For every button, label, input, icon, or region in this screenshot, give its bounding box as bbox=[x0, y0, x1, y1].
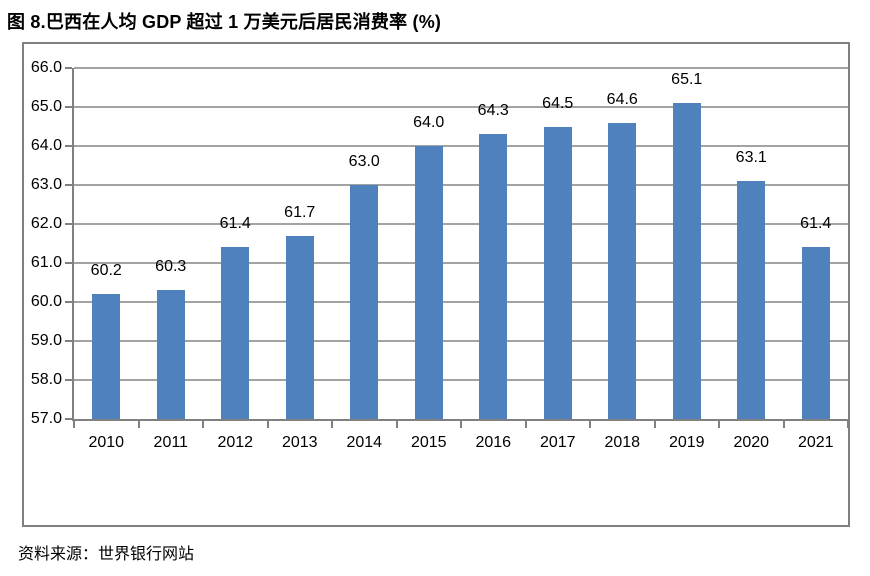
y-axis-tick bbox=[65, 67, 72, 69]
x-axis-tick-label: 2020 bbox=[733, 434, 770, 451]
y-axis-tick bbox=[65, 301, 72, 303]
y-axis-tick-label: 60.0 bbox=[30, 293, 62, 310]
bar bbox=[737, 181, 766, 419]
x-axis-tick-label: 2010 bbox=[88, 434, 125, 451]
y-axis-tick-label: 64.0 bbox=[30, 137, 62, 154]
bar bbox=[672, 103, 701, 419]
y-axis-tick bbox=[65, 379, 72, 381]
gridline bbox=[74, 67, 848, 69]
x-axis-tick bbox=[589, 421, 591, 428]
bar-value-label: 60.2 bbox=[90, 262, 122, 280]
x-axis-tick bbox=[782, 421, 785, 428]
x-axis-tick bbox=[202, 421, 204, 428]
y-axis-tick bbox=[65, 145, 72, 147]
x-axis-tick-label: 2017 bbox=[539, 434, 576, 451]
bar bbox=[156, 290, 185, 419]
y-axis-tick-label: 63.0 bbox=[30, 176, 62, 193]
gridline bbox=[74, 301, 848, 303]
x-axis-tick-label: 2021 bbox=[797, 434, 834, 451]
y-axis-tick bbox=[65, 184, 72, 186]
x-axis-tick bbox=[718, 421, 720, 428]
y-axis-tick bbox=[65, 223, 72, 225]
bar-value-label: 64.0 bbox=[413, 114, 445, 131]
x-axis-tick-label: 2012 bbox=[217, 434, 254, 451]
y-axis-tick-label: 62.0 bbox=[30, 215, 62, 232]
x-axis-tick bbox=[73, 421, 75, 428]
gridline bbox=[74, 106, 848, 108]
bar-value-label: 64.5 bbox=[542, 94, 574, 112]
y-axis-tick bbox=[65, 418, 72, 420]
bar-value-label: 63.0 bbox=[348, 153, 380, 170]
gridline bbox=[74, 379, 848, 381]
bar-value-label: 65.1 bbox=[671, 71, 703, 89]
bar-value-label: 64.3 bbox=[477, 102, 509, 120]
y-axis-tick bbox=[65, 106, 72, 108]
gridline bbox=[74, 262, 848, 264]
gridline bbox=[74, 145, 848, 147]
x-axis-line bbox=[72, 419, 848, 421]
gridline bbox=[74, 223, 848, 225]
bar bbox=[350, 185, 379, 419]
x-axis-tick bbox=[395, 421, 398, 428]
y-axis-tick-label: 58.0 bbox=[30, 371, 62, 388]
bar-value-label: 60.3 bbox=[155, 258, 187, 276]
y-axis-tick-label: 59.0 bbox=[30, 332, 62, 349]
bar-value-label: 61.4 bbox=[219, 215, 251, 233]
bar bbox=[608, 122, 637, 419]
x-axis-tick-label: 2011 bbox=[153, 434, 188, 451]
x-axis-tick bbox=[266, 421, 269, 428]
y-axis-tick bbox=[65, 262, 72, 264]
y-axis-tick-label: 65.0 bbox=[30, 98, 62, 115]
bar bbox=[801, 247, 830, 419]
gridline bbox=[74, 340, 848, 342]
plot-area: 60.2 60.3 61.4 61.7 63.0 64.0 64.3 64.5 64.6 65.1… bbox=[65, 67, 849, 428]
x-axis-tick-label: 2015 bbox=[410, 434, 447, 451]
y-axis-tick bbox=[65, 340, 72, 342]
chart-frame: 66.0 65.0 64.0 63.0 62.0 61.0 60.0 59.0 58.0 57.0… bbox=[22, 42, 850, 527]
x-axis-tick-label: 2014 bbox=[346, 434, 383, 451]
y-axis-line bbox=[72, 68, 74, 421]
bar bbox=[479, 134, 508, 419]
bar-value-label: 64.6 bbox=[606, 90, 638, 108]
x-axis-tick bbox=[653, 421, 656, 428]
x-axis-tick-label: 2013 bbox=[281, 434, 318, 451]
bar bbox=[221, 247, 250, 419]
x-axis: 2010 2011 2012 2013 2014 2015 2016 2017 2018 2019… bbox=[74, 433, 848, 453]
x-axis-tick bbox=[847, 421, 849, 428]
x-axis-tick-label: 2018 bbox=[604, 434, 641, 451]
x-axis-tick bbox=[331, 421, 333, 428]
figure-title: 图 8.巴西在人均 GDP 超过 1 万美元后居民消费率 (%) bbox=[7, 12, 442, 32]
x-axis-tick bbox=[524, 421, 527, 428]
bar bbox=[92, 294, 121, 419]
bar-value-label: 63.1 bbox=[735, 149, 767, 167]
bar-value-label: 61.7 bbox=[284, 203, 316, 221]
x-axis-tick-label: 2019 bbox=[668, 434, 705, 451]
y-axis-tick-label: 57.0 bbox=[30, 410, 62, 427]
x-axis-tick bbox=[460, 421, 462, 428]
y-axis-tick-label: 66.0 bbox=[30, 59, 62, 76]
bar bbox=[414, 146, 443, 419]
gridline bbox=[74, 184, 848, 186]
y-axis-tick-label: 61.0 bbox=[30, 254, 62, 271]
y-axis: 66.0 65.0 64.0 63.0 62.0 61.0 60.0 59.0 58.0 57.0 bbox=[24, 59, 62, 427]
bar bbox=[285, 235, 314, 419]
bar-value-label: 61.4 bbox=[800, 215, 832, 233]
x-axis-tick bbox=[137, 421, 140, 428]
bar bbox=[543, 126, 572, 419]
source-note: 资料来源：世界银行网站 bbox=[18, 546, 195, 563]
x-axis-tick-label: 2016 bbox=[475, 434, 512, 451]
